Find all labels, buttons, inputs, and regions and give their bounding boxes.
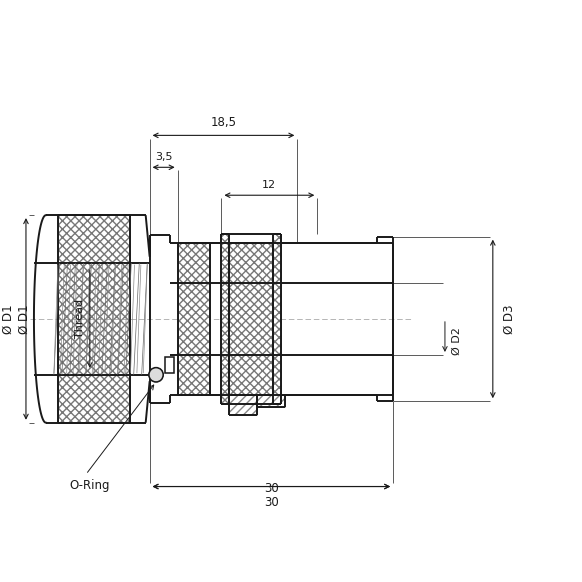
Bar <box>229 243 274 395</box>
Text: Ø D3: Ø D3 <box>502 304 516 333</box>
Bar <box>165 357 175 373</box>
Text: 3,5: 3,5 <box>155 152 172 162</box>
Text: 30: 30 <box>264 496 279 509</box>
Text: 30: 30 <box>264 481 279 495</box>
Bar <box>229 395 257 415</box>
Bar <box>257 395 285 407</box>
Text: 12: 12 <box>262 180 276 190</box>
Bar <box>178 243 210 395</box>
Bar <box>222 233 229 404</box>
Text: Ø D1: Ø D1 <box>18 304 31 333</box>
Text: Thread: Thread <box>75 299 85 339</box>
Circle shape <box>149 368 163 382</box>
Text: Ø D2: Ø D2 <box>451 327 462 355</box>
Text: O-Ring: O-Ring <box>70 478 111 492</box>
Text: 18,5: 18,5 <box>211 116 236 129</box>
Text: Ø D1: Ø D1 <box>2 304 15 333</box>
Bar <box>274 233 281 404</box>
Bar <box>58 215 130 423</box>
